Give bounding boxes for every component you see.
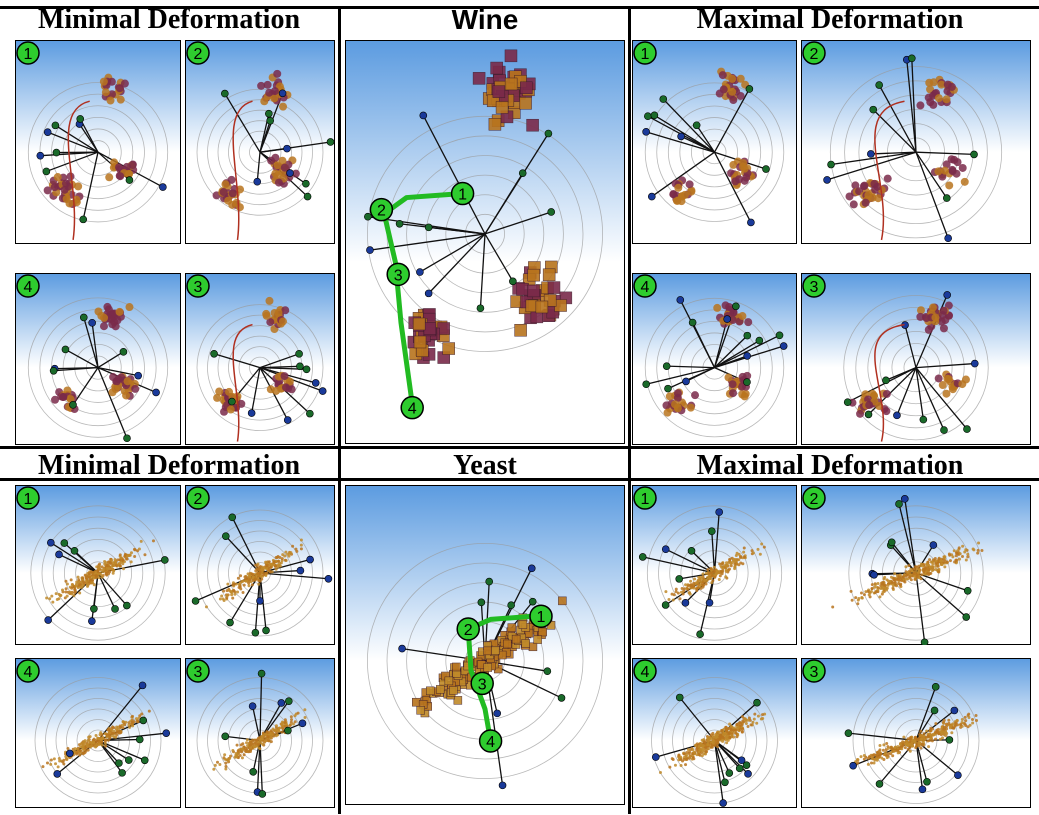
divider-right — [628, 6, 631, 814]
svg-text:1: 1 — [24, 491, 33, 508]
svg-text:2: 2 — [464, 622, 473, 639]
title-top-left: Minimal Deformation — [37, 4, 301, 35]
yeast-max-panel-4: 4 — [632, 658, 797, 808]
yeast-max-panel-1: 1 — [632, 485, 797, 645]
title-top-center: Wine — [451, 4, 519, 35]
step-badge: 1 — [16, 41, 40, 65]
step-badge: 3 — [386, 262, 410, 287]
yeast-max-panel-3: 3 — [801, 658, 1031, 808]
step-badge: 1 — [16, 486, 40, 510]
mid-rule-bottom — [0, 478, 1039, 481]
yeast-min-panel-4: 4 — [15, 658, 181, 808]
svg-text:3: 3 — [810, 279, 819, 296]
step-badge: 3 — [802, 274, 826, 298]
svg-text:2: 2 — [377, 203, 386, 220]
step-badge: 1 — [529, 604, 553, 628]
svg-text:1: 1 — [458, 187, 467, 204]
svg-text:3: 3 — [194, 279, 203, 296]
step-badge: 4 — [633, 274, 657, 298]
step-badge: 4 — [478, 729, 503, 753]
wine-max-panel-2: 2 — [801, 40, 1031, 244]
svg-text:3: 3 — [478, 676, 487, 693]
svg-text:1: 1 — [537, 609, 546, 626]
svg-text:2: 2 — [194, 491, 203, 508]
svg-text:3: 3 — [810, 664, 819, 681]
svg-text:4: 4 — [486, 734, 495, 751]
svg-text:4: 4 — [641, 279, 650, 296]
wine-max-panel-1: 1 — [632, 40, 797, 244]
step-badge: 2 — [802, 486, 826, 510]
yeast-main-panel: 1 2 3 4 — [345, 485, 625, 805]
divider-left — [338, 6, 341, 814]
step-badge: 2 — [456, 617, 480, 641]
step-badge: 4 — [16, 274, 40, 298]
yeast-min-panel-3: 3 — [185, 658, 335, 808]
title-top-right: Maximal Deformation — [696, 4, 964, 35]
step-badge: 4 — [633, 659, 657, 683]
wine-min-panel-3: 3 — [185, 273, 335, 445]
step-badge: 2 — [802, 41, 826, 65]
step-badge: 4 — [16, 659, 40, 683]
svg-text:1: 1 — [641, 46, 650, 63]
wine-max-panel-3: 3 — [801, 273, 1031, 445]
svg-text:2: 2 — [194, 46, 203, 63]
step-badge: 2 — [186, 41, 210, 65]
mid-rule-top — [0, 446, 1039, 449]
svg-text:1: 1 — [24, 46, 33, 63]
svg-text:1: 1 — [641, 491, 650, 508]
svg-text:3: 3 — [194, 664, 203, 681]
yeast-min-panel-2: 2 — [185, 485, 335, 645]
step-badge: 1 — [633, 486, 657, 510]
wine-max-panel-4: 4 — [632, 273, 797, 445]
svg-text:3: 3 — [394, 267, 403, 284]
wine-min-panel-2: 2 — [185, 40, 335, 244]
title-bottom-left: Minimal Deformation — [37, 450, 301, 481]
step-badge: 3 — [186, 659, 210, 683]
svg-text:4: 4 — [408, 401, 417, 418]
step-badge: 2 — [186, 486, 210, 510]
wine-min-panel-4: 4 — [15, 273, 181, 445]
top-rule — [0, 6, 1039, 9]
step-badge: 2 — [369, 197, 394, 222]
svg-text:2: 2 — [810, 46, 819, 63]
yeast-max-panel-2: 2 — [801, 485, 1031, 645]
svg-text:4: 4 — [641, 664, 650, 681]
step-badge: 3 — [470, 671, 494, 696]
yeast-min-panel-1: 1 — [15, 485, 181, 645]
wine-main-panel: 1 2 3 4 — [345, 40, 625, 444]
step-badge: 1 — [450, 181, 475, 206]
svg-text:4: 4 — [24, 279, 33, 296]
wine-min-panel-1: 1 — [15, 40, 181, 244]
title-bottom-center: Yeast — [453, 450, 517, 481]
svg-text:4: 4 — [24, 664, 33, 681]
svg-text:2: 2 — [810, 491, 819, 508]
step-badge: 3 — [802, 659, 826, 683]
title-bottom-right: Maximal Deformation — [696, 450, 964, 481]
step-badge: 1 — [633, 41, 657, 65]
step-badge: 4 — [400, 395, 424, 420]
step-badge: 3 — [186, 274, 210, 298]
